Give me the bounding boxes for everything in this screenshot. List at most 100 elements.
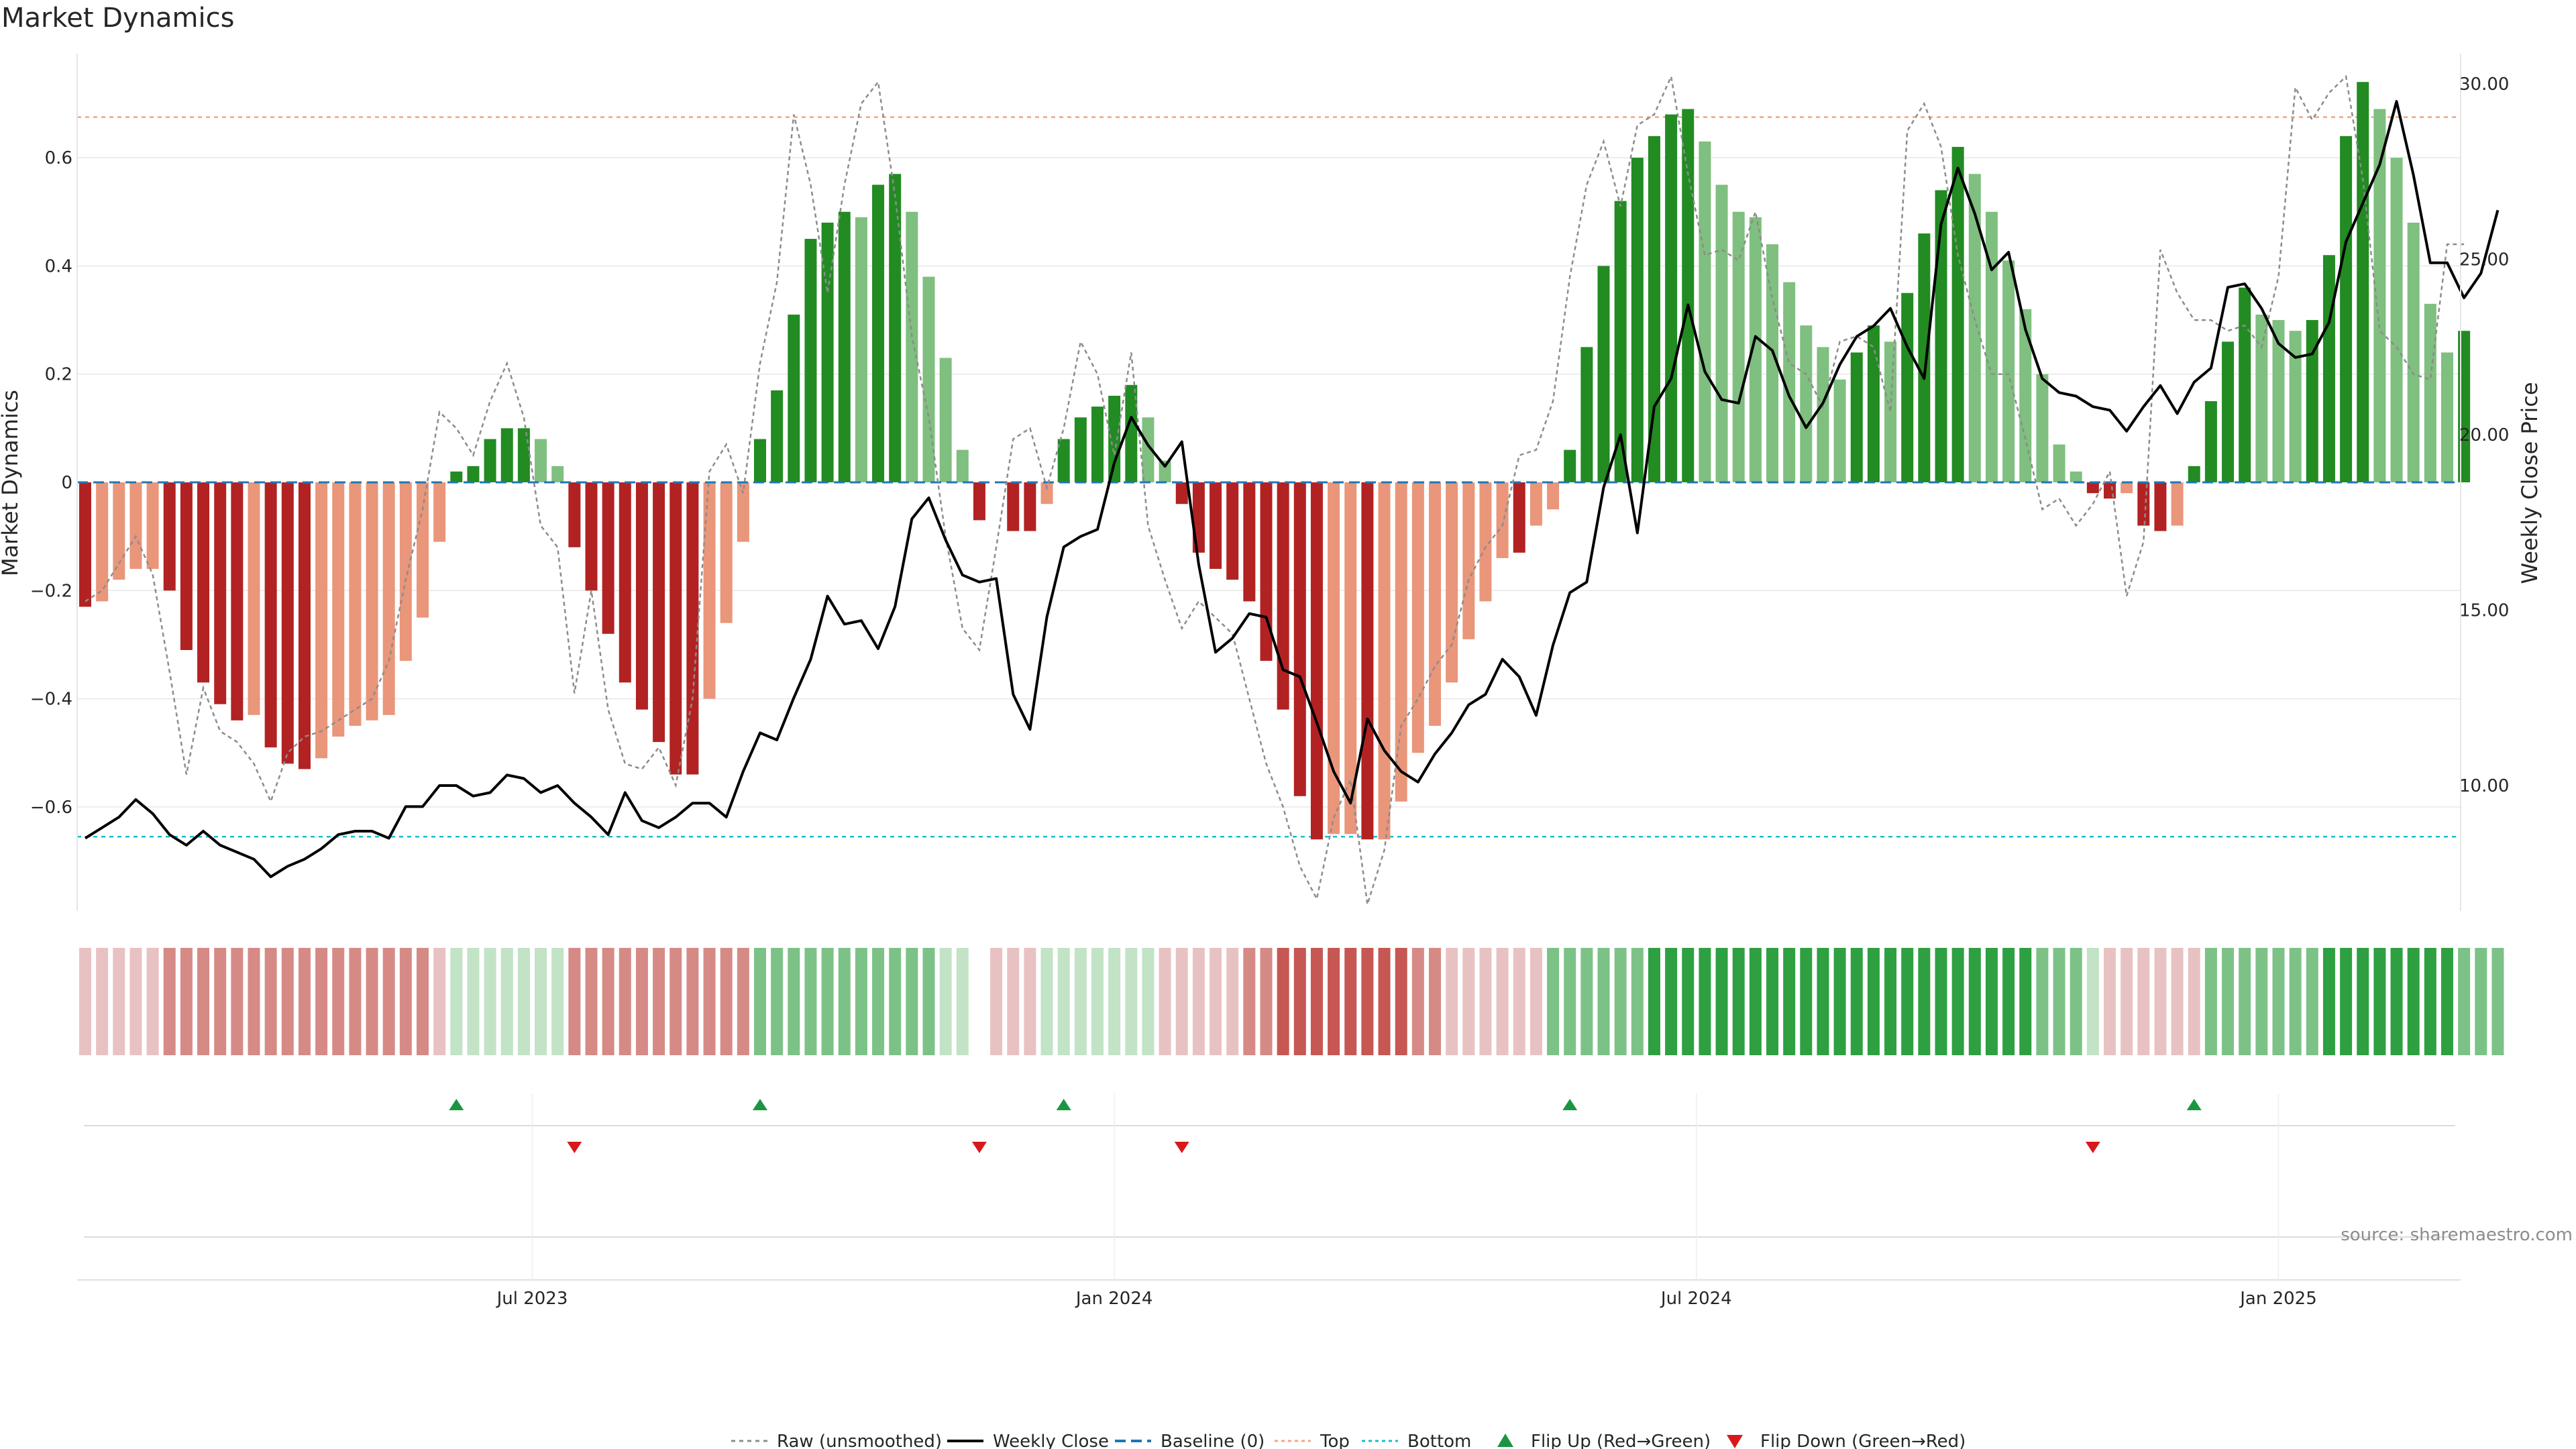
dynamics-bar	[349, 482, 362, 726]
dynamics-bar	[366, 482, 378, 720]
regime-cell	[231, 948, 244, 1055]
dynamics-bar	[2154, 482, 2167, 531]
regime-cell	[1057, 948, 1070, 1055]
dynamics-bar	[1614, 201, 1627, 482]
regime-cell	[467, 948, 480, 1055]
dynamics-bar	[2070, 471, 2082, 482]
regime-cell	[2424, 948, 2436, 1055]
regime-cell	[2306, 948, 2318, 1055]
dynamics-bar	[1682, 109, 1695, 482]
regime-cell	[1951, 948, 1964, 1055]
regime-cell	[2272, 948, 2285, 1055]
y2-tick-label: 15.00	[2459, 601, 2509, 621]
regime-cell	[2086, 948, 2099, 1055]
regime-cell	[1192, 948, 1205, 1055]
y-tick-label: −0.4	[30, 690, 72, 710]
dynamics-bar	[264, 482, 277, 748]
regime-cell	[96, 948, 109, 1055]
regime-cell	[298, 948, 311, 1055]
axes: −0.6 −0.4 −0.2 0 0.2 0.4 0.6 10.00 15.00 20.00 25.…	[30, 54, 2509, 911]
dynamics-bar	[1529, 482, 1542, 526]
dynamics-bar	[281, 482, 294, 764]
regime-cell	[1884, 948, 1897, 1055]
regime-cell	[1614, 948, 1627, 1055]
dynamics-bar	[2458, 331, 2471, 482]
dynamics-bar	[163, 482, 176, 591]
regime-cell	[771, 948, 784, 1055]
regime-cell	[2289, 948, 2302, 1055]
regime-cell	[2222, 948, 2235, 1055]
dynamics-bar	[2373, 109, 2386, 482]
dynamics-bar	[1918, 233, 1931, 482]
dynamics-bar	[231, 482, 244, 720]
dynamics-bar	[2137, 482, 2150, 526]
dynamics-bar	[669, 482, 682, 775]
dynamics-bar	[1277, 482, 1289, 710]
regime-cell	[1749, 948, 1762, 1055]
regime-cell	[264, 948, 277, 1055]
dynamics-bar	[1597, 266, 1610, 482]
regime-cell	[1682, 948, 1695, 1055]
dynamics-bar	[2121, 482, 2133, 494]
flip-down-marker	[1174, 1142, 1189, 1153]
dynamics-bar	[653, 482, 665, 743]
regime-cell	[146, 948, 159, 1055]
regime-cell	[2322, 948, 2335, 1055]
regime-cell	[1378, 948, 1391, 1055]
regime-cell	[1564, 948, 1576, 1055]
dynamics-bar	[1564, 449, 1576, 482]
y2-tick-label: 25.00	[2459, 250, 2509, 270]
dynamics-bar	[433, 482, 446, 542]
flip-up-marker	[449, 1099, 464, 1110]
regime-cell	[855, 948, 867, 1055]
legend: Raw (unsmoothed) Weekly Close Baseline (…	[731, 1432, 1966, 1449]
regime-cell	[1277, 948, 1289, 1055]
legend-baseline-label: Baseline (0)	[1161, 1432, 1265, 1449]
regime-cell	[1783, 948, 1796, 1055]
dynamics-bar	[939, 358, 952, 482]
dynamics-bar	[1884, 341, 1897, 482]
regime-cell	[889, 948, 902, 1055]
regime-cell	[2255, 948, 2268, 1055]
dynamics-bar	[1007, 482, 1020, 531]
source-note: source: sharemaestro.com	[2341, 1225, 2573, 1245]
regime-cell	[1817, 948, 1829, 1055]
dynamics-bar	[2255, 314, 2268, 482]
regime-cell	[2475, 948, 2487, 1055]
regime-cell	[1732, 948, 1745, 1055]
regime-cell	[1968, 948, 1981, 1055]
dynamics-bar	[1867, 325, 1880, 482]
regime-cell	[1395, 948, 1407, 1055]
regime-cell	[1411, 948, 1424, 1055]
regime-cell	[2036, 948, 2049, 1055]
regime-cell	[315, 948, 328, 1055]
dynamics-bar	[2272, 320, 2285, 482]
regime-cell	[1429, 948, 1441, 1055]
dynamics-bar	[1749, 217, 1762, 482]
regime-cell	[686, 948, 699, 1055]
dynamics-bar	[1580, 347, 1593, 482]
regime-cell	[2340, 948, 2353, 1055]
regime-cell	[197, 948, 210, 1055]
regime-cell	[417, 948, 429, 1055]
dynamics-bar	[113, 482, 125, 580]
legend-flip-up-icon	[1497, 1434, 1513, 1447]
legend-bottom-label: Bottom	[1407, 1432, 1471, 1449]
dynamics-bar	[1108, 395, 1121, 482]
dynamics-bar	[686, 482, 699, 775]
dynamics-bar	[2340, 136, 2353, 483]
dynamics-bar	[2222, 341, 2235, 482]
dynamics-bar	[720, 482, 733, 623]
regime-cell	[1699, 948, 1711, 1055]
regime-cell	[2053, 948, 2065, 1055]
regime-cell	[2239, 948, 2251, 1055]
dynamics-bar	[197, 482, 210, 683]
dynamics-bar	[1091, 407, 1104, 482]
regime-cell	[1529, 948, 1542, 1055]
regime-cell	[163, 948, 176, 1055]
dynamics-bar	[1817, 347, 1829, 482]
legend-flip-down-label: Flip Down (Green→Red)	[1760, 1432, 1966, 1449]
regime-cell	[568, 948, 581, 1055]
dynamics-bar	[1226, 482, 1239, 580]
